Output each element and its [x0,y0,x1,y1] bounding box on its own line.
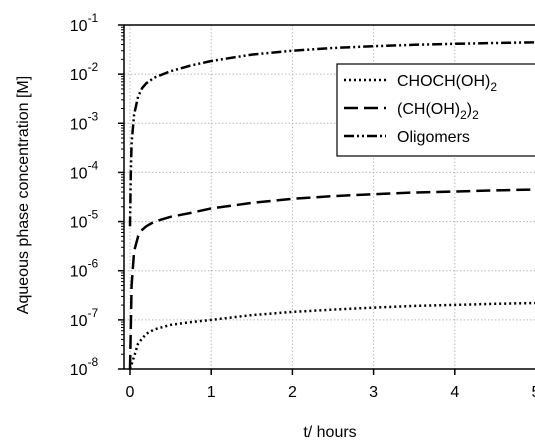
y-tick-label: 10-3 [70,109,99,133]
axes [118,24,535,375]
legend-label-2: (CH(OH)2)2 [397,101,479,122]
legend: CHOCH(OH)2 (CH(OH)2)2 Oligomers [336,63,535,157]
x-tick-label: 4 [450,384,459,401]
x-tick-label: 5 [532,384,535,401]
y-tick-label: 10-4 [70,158,99,182]
y-tick-label: 10-8 [70,355,99,379]
x-tick-label: 2 [288,384,297,401]
x-axis-label: t/ hours [303,424,356,441]
series-line-1 [128,301,535,369]
y-tick-label: 10-7 [70,306,99,330]
x-tick-label: 3 [369,384,378,401]
legend-box [336,63,535,157]
legend-label-1: CHOCH(OH)2 [397,73,497,94]
x-tick-labels: 0 1 2 3 4 5 [126,384,535,401]
y-tick-label: 10-2 [70,60,99,84]
series-line-2 [128,188,535,369]
y-tick-label: 10-5 [70,208,99,232]
x-tick-label: 1 [207,384,216,401]
y-tick-label: 10-6 [70,257,99,281]
series-layer [128,41,535,369]
y-tick-labels: 10-8 10-7 10-6 10-5 10-4 10-3 10-2 10-1 [70,11,99,379]
y-axis-label: Aqueous phase concentration [M] [15,76,32,314]
y-tick-label: 10-1 [70,11,99,35]
x-tick-label: 0 [126,384,135,401]
legend-label-3: Oligomers [397,129,470,146]
series-line-3 [128,41,535,227]
